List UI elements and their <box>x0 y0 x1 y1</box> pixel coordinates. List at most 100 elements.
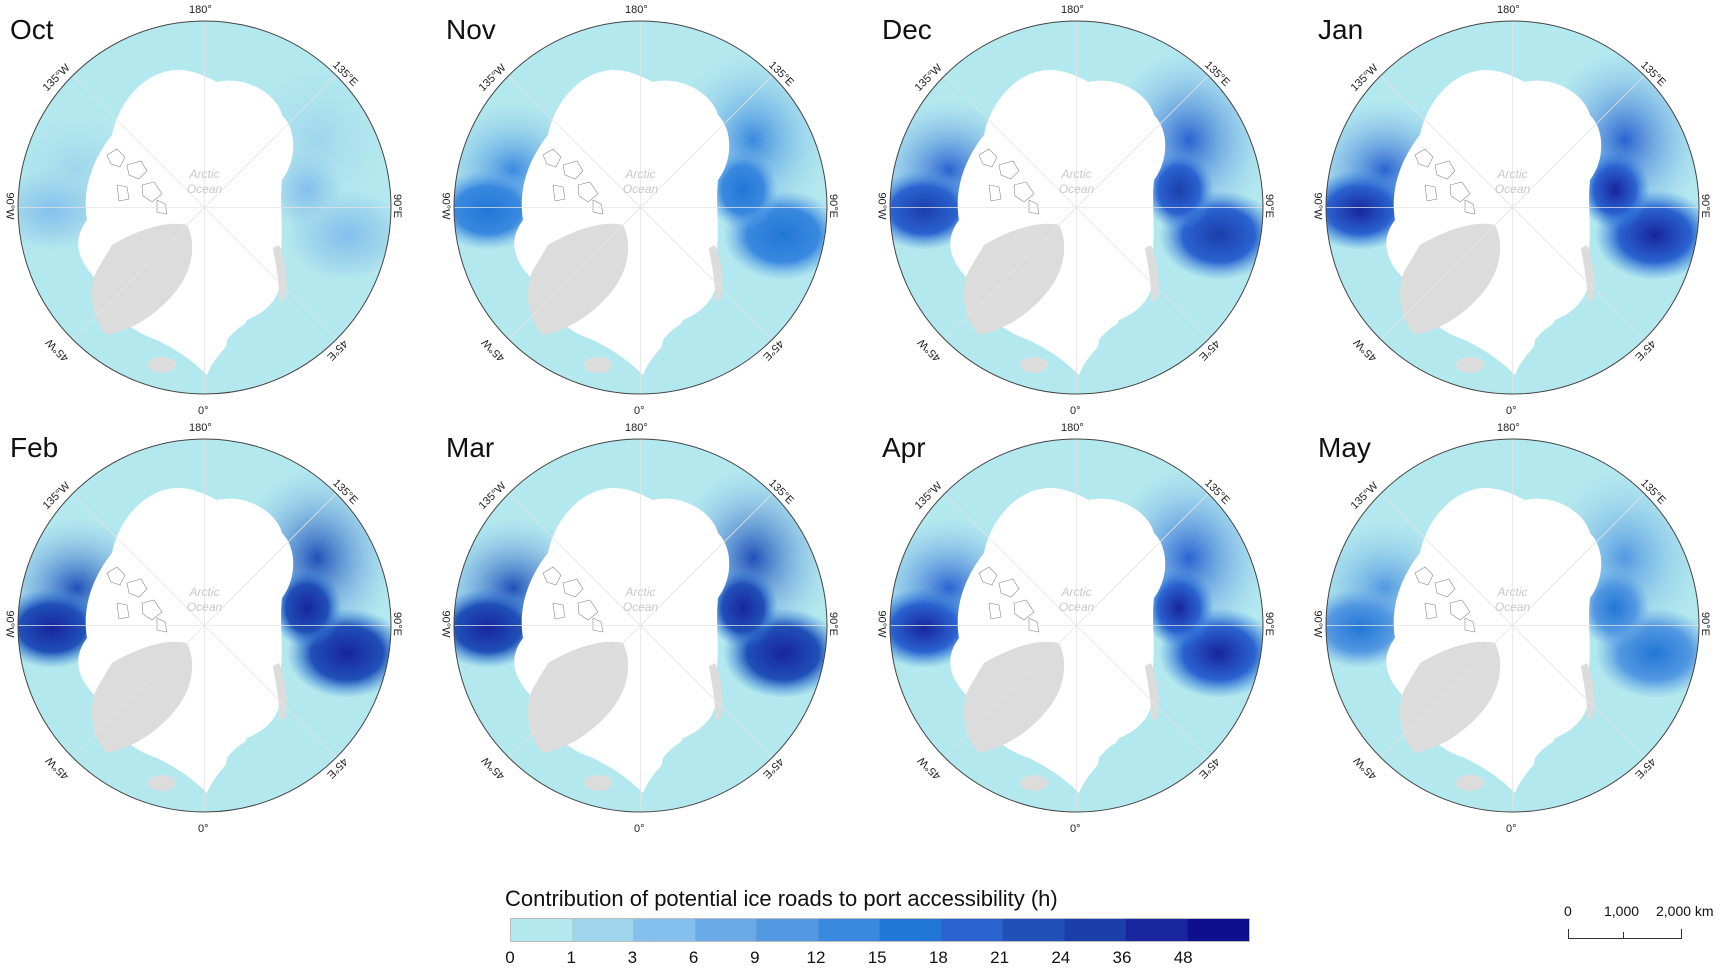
lon-label-90e: 90°E <box>826 194 839 218</box>
lon-label-0: 0° <box>1506 405 1517 417</box>
colorbar <box>510 918 1250 942</box>
lon-label-90e: 90°E <box>1698 194 1711 218</box>
svg-text:Ocean: Ocean <box>623 182 659 196</box>
lon-label-0: 0° <box>1506 823 1517 835</box>
ocean-label: Arctic <box>1497 585 1528 599</box>
month-label: Nov <box>446 14 496 45</box>
colorbar-tick: 36 <box>1112 948 1132 967</box>
colorbar-bin-8 <box>1003 919 1065 941</box>
lon-label-180: 180° <box>1497 4 1520 16</box>
colorbar-tick: 0 <box>505 948 515 967</box>
lon-label-90w: 90°W <box>1311 610 1324 638</box>
polar-map: Arctic Ocean <box>17 20 392 395</box>
ocean-label: Arctic <box>189 585 220 599</box>
polar-map: Arctic Ocean <box>453 438 828 813</box>
colorbar-tick: 15 <box>867 948 887 967</box>
svg-text:Ocean: Ocean <box>623 600 659 614</box>
colorbar-ticks: 0 1 3 6 9 12 15 18 21 24 36 48 <box>505 948 1240 968</box>
svg-text:Ocean: Ocean <box>187 600 223 614</box>
lon-label-90w: 90°W <box>875 192 888 220</box>
colorbar-tick: 12 <box>806 948 826 967</box>
colorbar-bin-5 <box>818 919 880 941</box>
month-label: Mar <box>446 432 495 463</box>
month-label: May <box>1318 432 1371 463</box>
map-panel-may: May <box>1308 418 1725 848</box>
map-panel-apr: Apr <box>872 418 1302 848</box>
scale-label-1000: 1,000 <box>1604 903 1640 919</box>
lon-label-90e: 90°E <box>390 194 403 218</box>
colorbar-tick: 6 <box>688 948 699 967</box>
lon-label-180: 180° <box>1061 422 1084 434</box>
month-label: Apr <box>882 432 926 463</box>
scale-bar-line <box>1568 929 1682 939</box>
colorbar-bin-7 <box>941 919 1003 941</box>
month-label: Oct <box>10 14 54 45</box>
month-label: Feb <box>10 432 59 463</box>
colorbar-tick: 9 <box>750 948 760 967</box>
colorbar-tick: 48 <box>1173 948 1193 967</box>
lon-label-0: 0° <box>634 823 645 835</box>
month-label: Jan <box>1318 14 1364 45</box>
lon-label-90w: 90°W <box>439 192 452 220</box>
colorbar-bin-0 <box>511 919 573 941</box>
scale-bar-midtick <box>1623 932 1624 938</box>
ocean-label: Arctic <box>1061 167 1092 181</box>
scale-bar: 0 1,000 2,000 km <box>1560 903 1720 943</box>
colorbar-tick: 18 <box>928 948 948 967</box>
polar-map: Arctic Ocean <box>1325 20 1700 395</box>
polar-map: Arctic Ocean <box>453 20 828 395</box>
lon-label-90w: 90°W <box>439 610 452 638</box>
colorbar-tick: 1 <box>566 948 576 967</box>
map-panel-nov: Nov <box>436 0 866 430</box>
map-panel-dec: Dec <box>872 0 1302 430</box>
ocean-label: Arctic <box>1497 167 1528 181</box>
colorbar-bin-2 <box>634 919 696 941</box>
polar-map: Arctic Ocean <box>1325 438 1700 813</box>
lon-label-180: 180° <box>189 4 212 16</box>
legend-title: Contribution of potential ice roads to p… <box>505 886 1058 911</box>
lon-label-180: 180° <box>1497 422 1520 434</box>
map-panel-mar: Mar <box>436 418 866 848</box>
lon-label-90e: 90°E <box>390 612 403 636</box>
lon-label-90e: 90°E <box>1698 612 1711 636</box>
polar-map: Arctic Ocean <box>17 438 392 813</box>
polar-map: Arctic Ocean <box>889 438 1264 813</box>
svg-text:Ocean: Ocean <box>187 182 223 196</box>
lon-label-180: 180° <box>625 422 648 434</box>
map-panel-jan: Jan <box>1308 0 1725 430</box>
colorbar-bin-1 <box>572 919 634 941</box>
lon-label-90e: 90°E <box>826 612 839 636</box>
colorbar-bin-4 <box>757 919 819 941</box>
lon-label-0: 0° <box>1070 405 1081 417</box>
lon-label-90w: 90°W <box>875 610 888 638</box>
ocean-label: Arctic <box>189 167 220 181</box>
colorbar-tick: 24 <box>1051 948 1071 967</box>
lon-label-90e: 90°E <box>1262 612 1275 636</box>
lon-label-180: 180° <box>625 4 648 16</box>
lon-label-90w: 90°W <box>1311 192 1324 220</box>
lon-label-0: 0° <box>198 823 209 835</box>
scale-label-2000: 2,000 km <box>1656 903 1714 919</box>
lon-label-180: 180° <box>189 422 212 434</box>
colorbar-bin-9 <box>1064 919 1126 941</box>
svg-text:Ocean: Ocean <box>1495 182 1531 196</box>
lon-label-0: 0° <box>198 405 209 417</box>
ocean-label: Arctic <box>625 167 656 181</box>
colorbar-tick: 21 <box>990 948 1010 967</box>
svg-text:Ocean: Ocean <box>1059 600 1095 614</box>
colorbar-tick: 3 <box>627 948 638 967</box>
ocean-label: Arctic <box>1061 585 1092 599</box>
lon-label-180: 180° <box>1061 4 1084 16</box>
colorbar-bin-3 <box>695 919 757 941</box>
lon-label-90w: 90°W <box>3 192 16 220</box>
polar-map: Arctic Ocean <box>889 20 1264 395</box>
lon-label-90w: 90°W <box>3 610 16 638</box>
map-panel-oct: Oct <box>0 0 430 430</box>
scale-label-0: 0 <box>1564 903 1572 919</box>
colorbar-bin-6 <box>880 919 942 941</box>
svg-text:Ocean: Ocean <box>1059 182 1095 196</box>
colorbar-bin-11 <box>1187 919 1249 941</box>
ocean-label: Arctic <box>625 585 656 599</box>
lon-label-0: 0° <box>1070 823 1081 835</box>
lon-label-90e: 90°E <box>1262 194 1275 218</box>
